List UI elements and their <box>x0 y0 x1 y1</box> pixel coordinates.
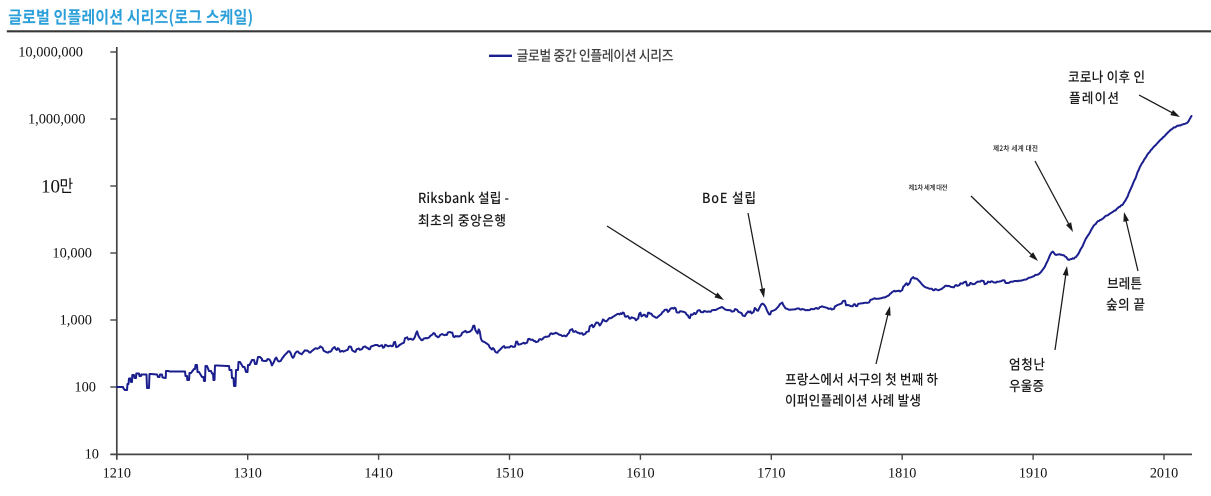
svg-text:1610: 1610 <box>626 466 654 482</box>
svg-text:100: 100 <box>74 380 96 396</box>
svg-text:1310: 1310 <box>234 466 262 482</box>
svg-text:1810: 1810 <box>888 466 916 482</box>
svg-text:1,000: 1,000 <box>60 313 92 329</box>
svg-text:1910: 1910 <box>1019 466 1047 482</box>
svg-text:10,000: 10,000 <box>52 246 92 262</box>
svg-text:1710: 1710 <box>757 466 785 482</box>
svg-text:1510: 1510 <box>495 466 523 482</box>
svg-text:1410: 1410 <box>364 466 392 482</box>
svg-text:1210: 1210 <box>103 466 131 482</box>
svg-text:10: 10 <box>41 177 60 198</box>
svg-text:10: 10 <box>85 447 99 463</box>
svg-text:1,000,000: 1,000,000 <box>28 112 86 128</box>
svg-text:2010: 2010 <box>1150 466 1178 482</box>
svg-text:10,000,000: 10,000,000 <box>18 45 83 61</box>
